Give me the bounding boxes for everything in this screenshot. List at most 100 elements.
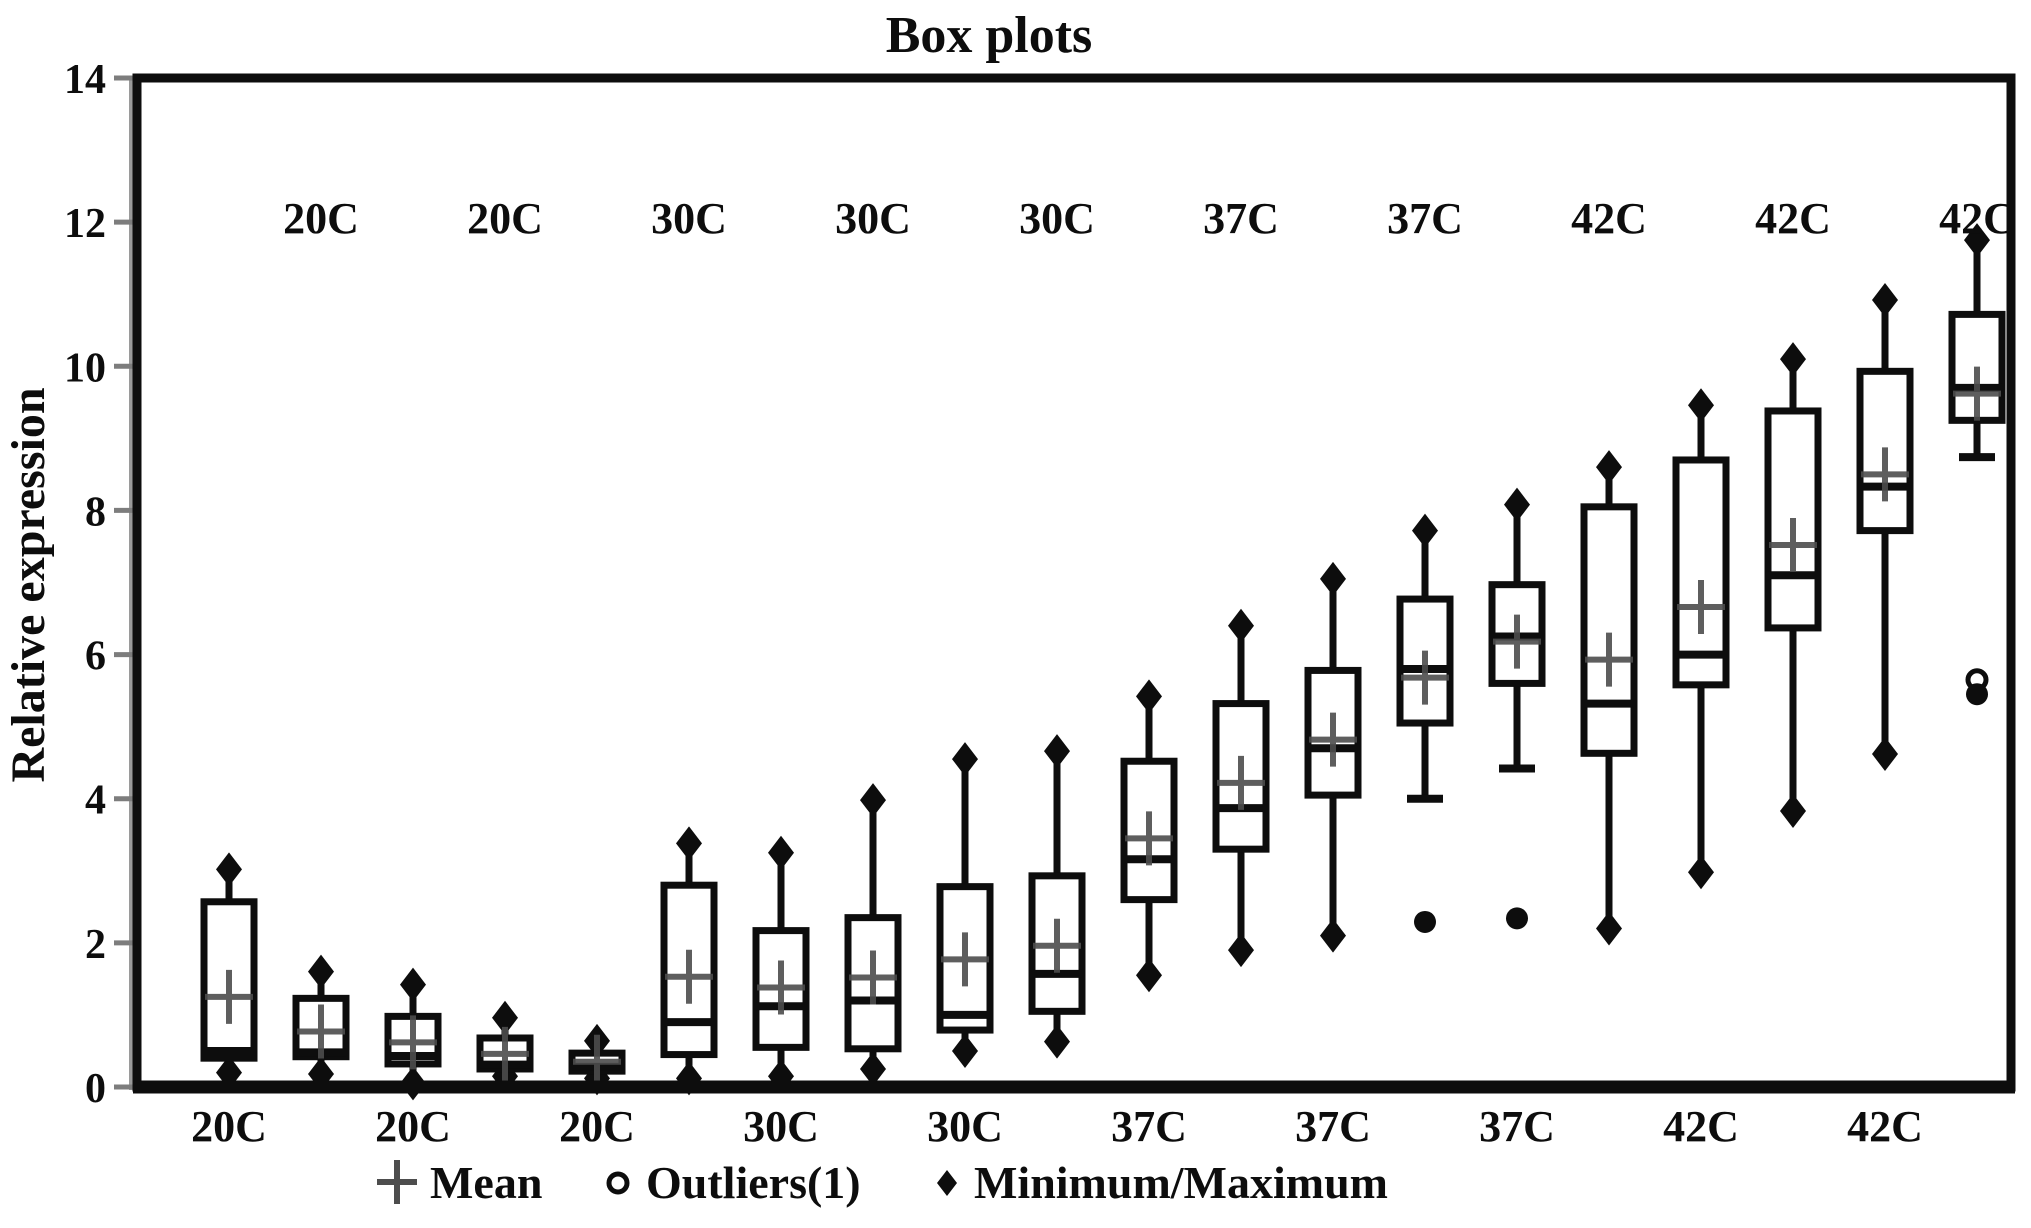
min-diamond-icon [1780,793,1806,828]
mean-plus-icon [1309,712,1357,767]
iqr-box [200,898,258,1062]
max-diamond-icon [1320,561,1346,596]
mean-plus-icon [1769,518,1817,573]
min-diamond-icon [1872,737,1898,772]
max-diamond-icon [1872,282,1898,317]
outlier-dot-icon [1966,683,1988,706]
box-plot-17 [1672,388,1730,890]
max-diamond-icon [860,783,886,818]
max-diamond-icon [1780,342,1806,377]
group-label-top: 30C [1019,194,1095,243]
min-diamond-icon [1228,933,1254,968]
group-label-bottom: 20C [375,1102,451,1151]
max-diamond-icon [1412,513,1438,548]
chart-title: Box plots [886,7,1093,64]
box-plot-16 [1580,450,1638,946]
legend: Mean Outliers(1) Minimum/Maximum [377,1157,1388,1208]
legend-minmax-label: Minimum/Maximum [974,1157,1388,1208]
mean-plus-icon [481,1026,529,1081]
max-diamond-icon [492,1000,518,1035]
max-diamond-icon [1596,450,1622,485]
box-plot-14 [1396,513,1454,933]
group-label-bottom: 37C [1111,1102,1187,1151]
y-tick-label: 2 [85,922,106,968]
max-diamond-icon [216,852,242,887]
legend-mean-label: Mean [430,1157,542,1208]
mean-plus-icon [941,932,989,987]
box-plot-6 [660,826,718,1096]
group-label-top: 42C [1939,194,2015,243]
y-tick-label: 12 [64,201,106,247]
group-label-bottom: 37C [1479,1102,1555,1151]
mean-plus-icon [757,960,805,1015]
iqr-box [1672,456,1730,689]
group-label-bottom: 42C [1663,1102,1739,1151]
y-tick-label: 4 [85,778,106,824]
mean-plus-icon [573,1034,621,1089]
mean-plus-icon [1401,650,1449,705]
min-diamond-icon [1136,958,1162,993]
mean-plus-icon [1217,755,1265,810]
y-tick-label: 8 [85,489,106,535]
box-plot-7 [752,835,810,1094]
outlier-dot-icon [1506,907,1528,930]
max-diamond-icon [1964,223,1990,258]
mean-plus-icon [389,1015,437,1070]
box-plot-2 [292,954,350,1092]
box-plot-9 [936,742,994,1068]
group-labels: 20C 20C 20C 20C 20C 30C 30C 30C 30C 30C 37C 37C 37C 3… [191,194,2015,1151]
min-diamond-icon [1596,911,1622,946]
mean-plus-icon [1953,366,2001,421]
mean-plus-icon [1033,918,1081,973]
mean-plus-icon [1125,811,1173,866]
min-diamond-icon [1320,918,1346,953]
max-diamond-icon [1688,388,1714,423]
mean-plus-icon [297,1004,345,1059]
box-plot-11 [1120,679,1178,993]
box-plot-13 [1304,561,1362,953]
box-plot-18 [1764,342,1822,828]
box-plot-20 [1948,223,2006,706]
group-label-bottom: 42C [1847,1102,1923,1151]
mean-plus-icon [1677,580,1725,635]
y-axis-label: Relative expression [2,387,55,782]
min-diamond-icon [952,1033,978,1068]
y-tick-label: 14 [64,57,106,103]
y-tick-label: 10 [64,345,106,391]
minmax-diamond-icon [937,1170,957,1196]
iqr-box [1580,503,1638,757]
box-plot-10 [1028,734,1086,1059]
max-diamond-icon [308,954,334,989]
y-axis-ticks: 0 2 4 6 8 10 12 14 [64,57,137,1112]
mean-plus-icon [205,969,253,1024]
y-tick-label: 6 [85,634,106,680]
group-label-top: 42C [1755,194,1831,243]
mean-plus-icon [1861,447,1909,502]
outlier-dot-icon [1414,910,1436,933]
min-diamond-icon [1688,855,1714,890]
group-label-top: 42C [1571,194,1647,243]
box-plot-12 [1212,608,1270,968]
max-diamond-icon [1136,679,1162,714]
min-diamond-icon [860,1051,886,1086]
group-label-top: 30C [835,194,911,243]
mean-plus-icon [849,950,897,1005]
min-diamond-icon [1044,1024,1070,1059]
group-label-top: 37C [1203,194,1279,243]
group-label-bottom: 37C [1295,1102,1371,1151]
group-label-top: 20C [467,194,543,243]
group-label-bottom: 30C [743,1102,819,1151]
mean-plus-icon [1493,614,1541,669]
group-label-bottom: 20C [191,1102,267,1151]
max-diamond-icon [768,835,794,870]
mean-plus-icon [377,1160,417,1204]
iqr-box [1304,666,1362,799]
box-plot-8 [844,783,902,1086]
group-label-top: 30C [651,194,727,243]
box-plot-19 [1856,282,1914,772]
box-plot-4 [476,1000,534,1094]
box-plot-1 [200,852,258,1090]
max-diamond-icon [952,742,978,777]
